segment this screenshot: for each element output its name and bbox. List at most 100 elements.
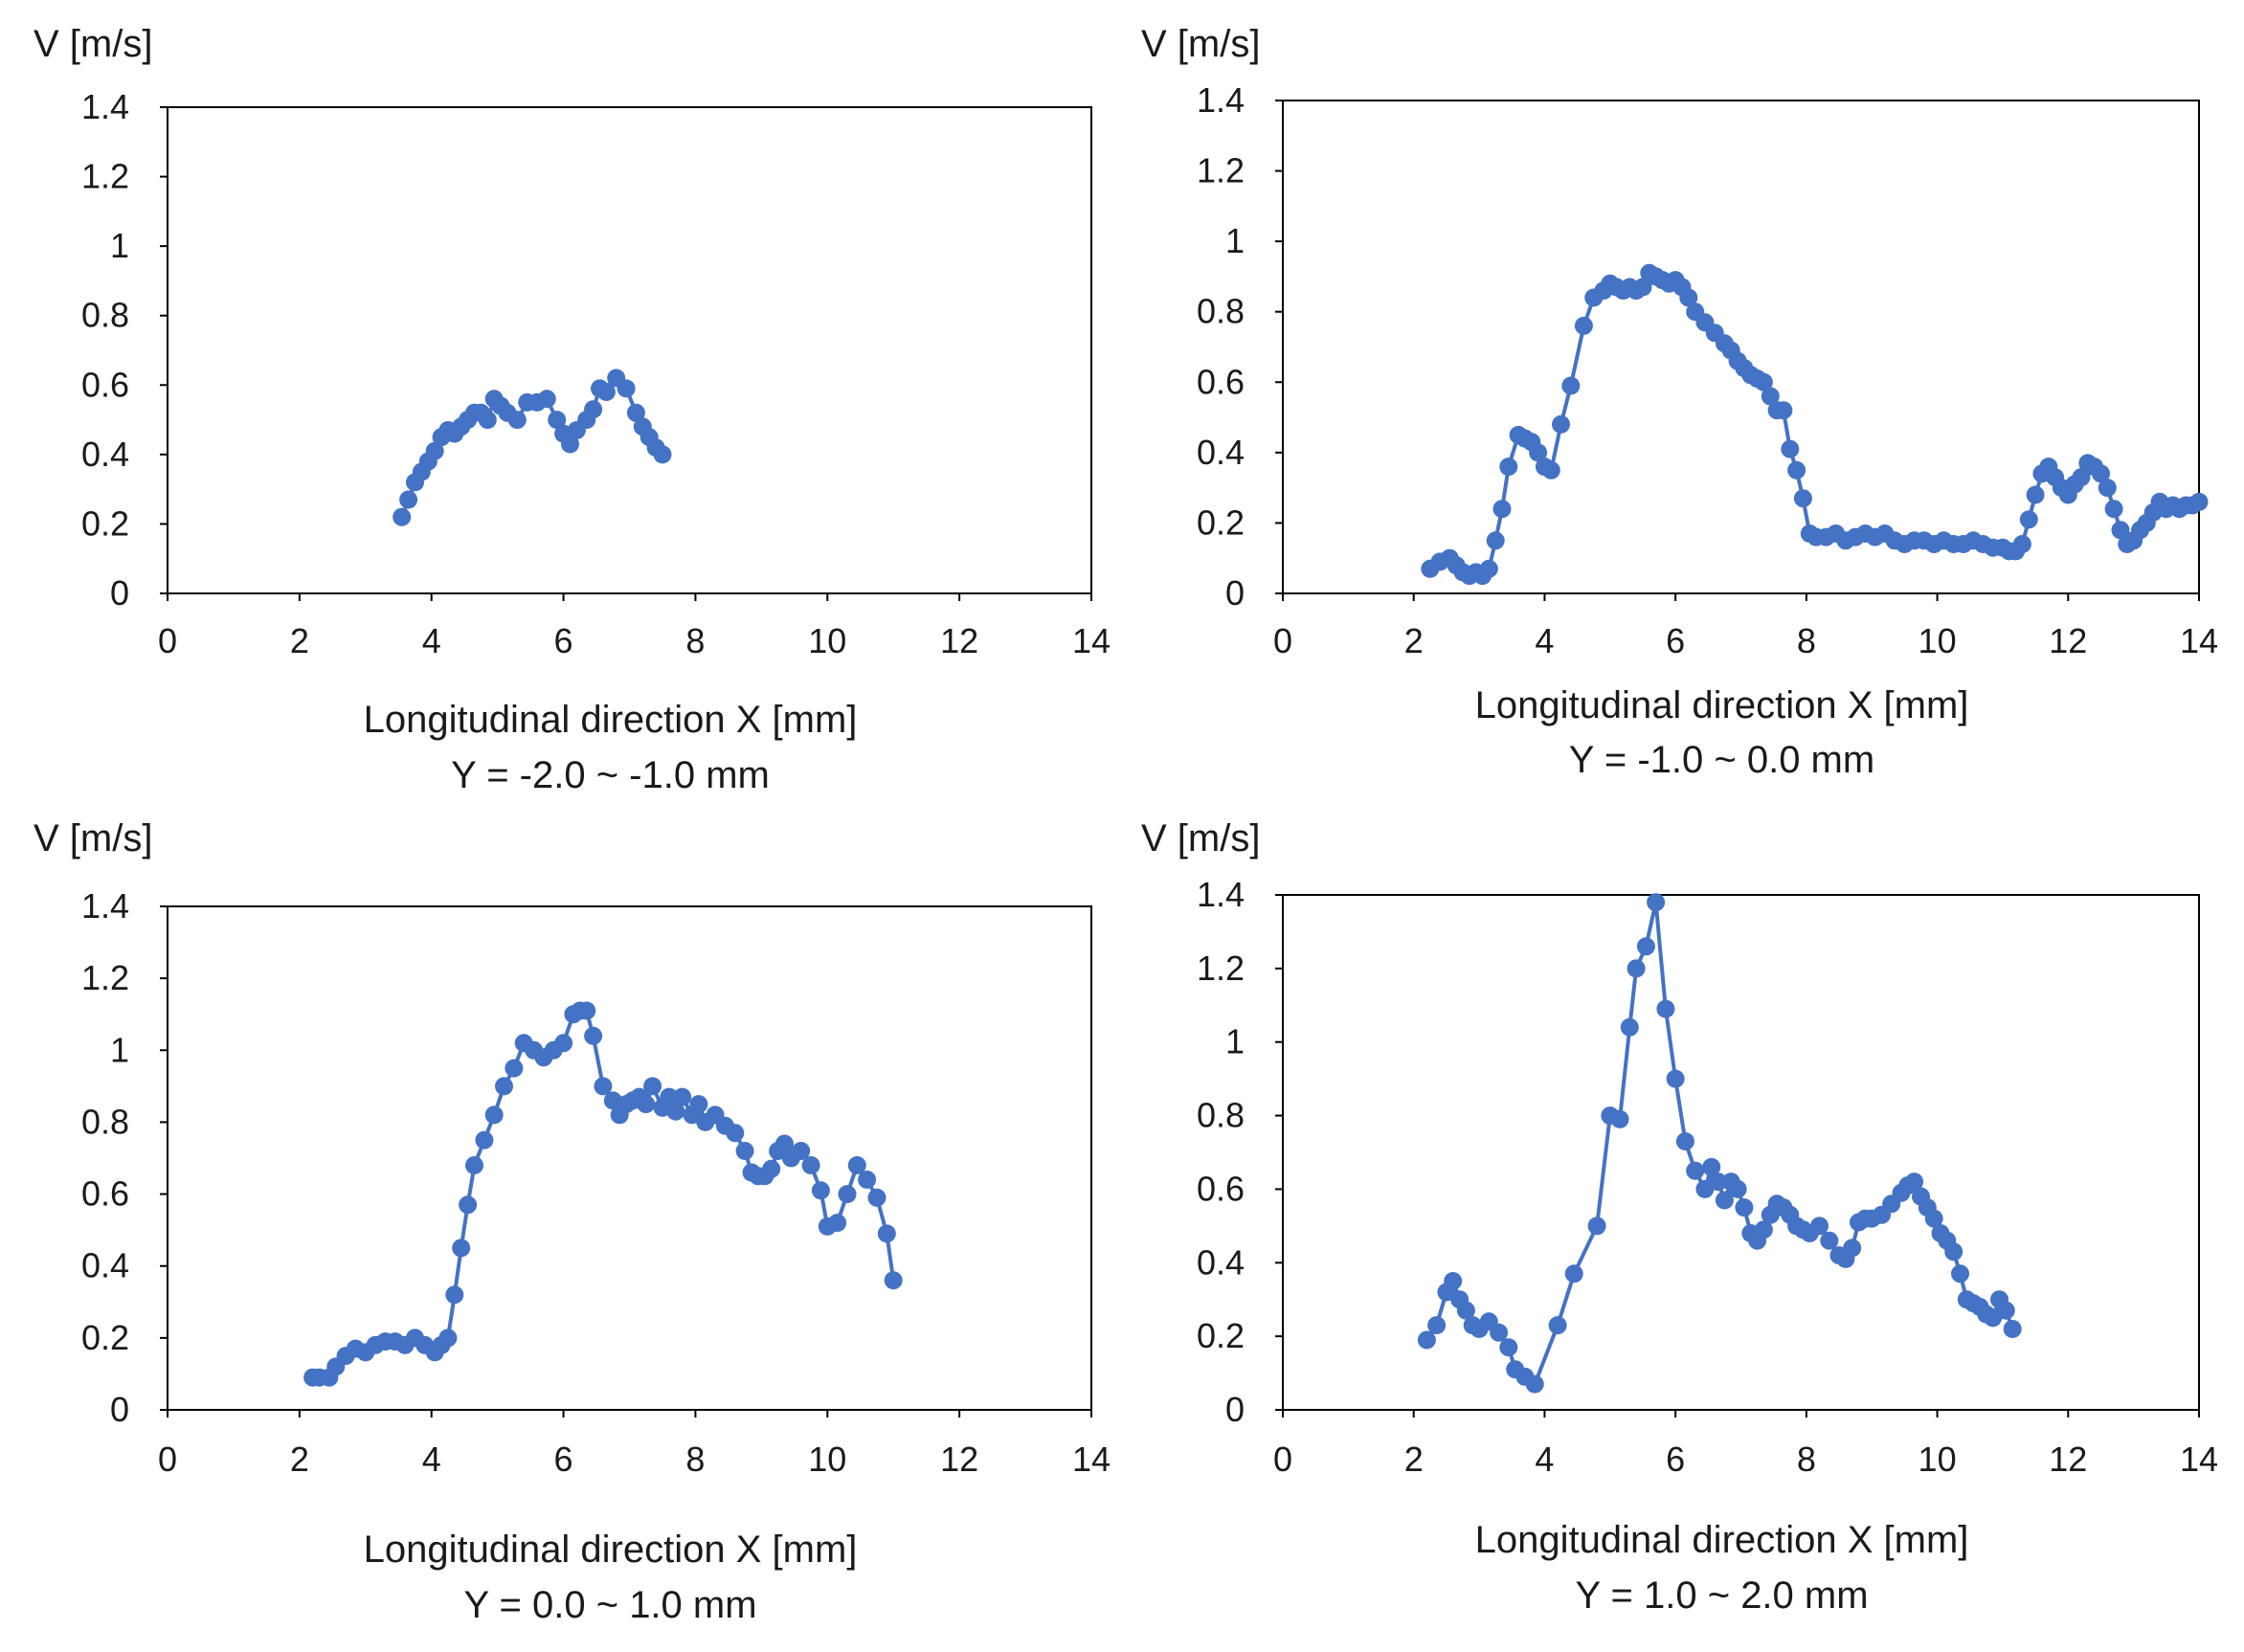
- data-point: [673, 1087, 692, 1106]
- chart-subtitle: Y = -1.0 ~ 0.0 mm: [1569, 739, 1874, 781]
- data-point: [1810, 1217, 1829, 1236]
- y-tick-label: 1: [110, 1030, 129, 1069]
- y-tick-label: 0.8: [1197, 292, 1245, 331]
- data-point: [1427, 1316, 1447, 1335]
- x-tick-label: 8: [1797, 1440, 1816, 1479]
- x-tick-label: 14: [2180, 1440, 2218, 1479]
- x-tick-label: 12: [940, 621, 978, 660]
- data-point: [2189, 492, 2209, 511]
- y-tick-label: 0: [1225, 1390, 1245, 1429]
- data-point: [666, 1102, 685, 1121]
- data-point: [459, 1195, 478, 1215]
- data-point: [438, 1328, 458, 1348]
- data-point: [475, 1130, 494, 1150]
- data-point: [1561, 376, 1581, 395]
- x-tick-label: 4: [422, 621, 441, 660]
- chart-panel-4: 0 0.2 0.4 0.6 0.8 1 1.2 1.4 0 2 4 6 8 10 12 14 V [m/s] Lo…: [1141, 817, 2218, 1617]
- plot-area: [1282, 100, 2200, 594]
- data-point: [2072, 468, 2091, 487]
- y-tick-label: 1.4: [1197, 80, 1245, 120]
- data-point: [2003, 1320, 2022, 1338]
- data-point: [1996, 1301, 2015, 1320]
- data-point: [1636, 937, 1655, 956]
- x-tick-label: 2: [290, 621, 309, 660]
- chart-panel-1: 0 0.2 0.4 0.6 0.8 1 1.2 1.4 0 2 4 6 8 10 12 14 V [m/s] Lo…: [34, 23, 1111, 796]
- data-point: [1675, 1132, 1694, 1150]
- data-point: [1417, 1330, 1436, 1350]
- x-tick-label: 4: [1535, 1440, 1554, 1479]
- data-point: [445, 1285, 464, 1305]
- x-axis-label: Longitudinal direction X [mm]: [364, 1529, 858, 1571]
- data-point: [1541, 460, 1560, 480]
- data-point: [884, 1271, 903, 1290]
- x-tick-label: 6: [554, 1440, 573, 1479]
- y-tick-label: 0.6: [1197, 1169, 1245, 1208]
- x-tick-label: 10: [1919, 1440, 1957, 1479]
- x-tick-label: 6: [554, 621, 573, 660]
- data-point: [1686, 1161, 1705, 1180]
- data-point: [726, 1124, 745, 1143]
- y-tick-label: 0.2: [81, 1318, 129, 1357]
- data-point: [1610, 1109, 1629, 1128]
- data-point: [2019, 510, 2038, 529]
- data-point: [507, 411, 527, 430]
- data-point: [1479, 559, 1498, 578]
- y-tick-label: 1: [1225, 221, 1245, 260]
- data-point: [1774, 401, 1793, 420]
- chart-subtitle: Y = -2.0 ~ -1.0 mm: [451, 754, 770, 796]
- data-point: [1564, 1264, 1583, 1284]
- x-tick-label: 2: [290, 1440, 309, 1479]
- data-point: [689, 1095, 708, 1114]
- x-tick-label: 8: [685, 1440, 705, 1479]
- plot-area: [1282, 894, 2200, 1411]
- data-point: [775, 1134, 794, 1153]
- data-point: [1793, 489, 1812, 508]
- x-tick-label: 14: [1072, 621, 1111, 660]
- data-point: [1715, 1191, 1734, 1210]
- data-point: [762, 1159, 781, 1178]
- y-tick-label: 0.6: [81, 365, 129, 404]
- x-tick-label: 6: [1666, 1440, 1685, 1479]
- data-point: [1787, 460, 1806, 480]
- y-tick-label: 1: [110, 226, 129, 265]
- x-tick-label: 4: [422, 1440, 441, 1479]
- y-tick-label: 1.2: [81, 958, 129, 997]
- y-tick-label: 1.4: [81, 87, 129, 126]
- data-point: [1905, 1172, 1924, 1192]
- y-tick-label: 1.2: [1197, 151, 1245, 190]
- y-tick-label: 0.4: [81, 1246, 129, 1285]
- data-point: [1944, 1242, 1964, 1261]
- x-tick-label: 10: [808, 1440, 846, 1479]
- data-point: [1456, 1301, 1475, 1320]
- data-point: [1444, 1272, 1463, 1290]
- chart-panel-3: 0 0.2 0.4 0.6 0.8 1 1.2 1.4 0 2 4 6 8 10 12 14 V [m/s] Lo…: [34, 817, 1111, 1626]
- data-point: [1666, 1069, 1685, 1088]
- data-point: [2026, 485, 2045, 504]
- x-tick-label: 10: [808, 621, 846, 660]
- x-tick-label: 8: [685, 621, 705, 660]
- data-point: [1924, 1209, 1943, 1228]
- y-tick-label: 0.2: [81, 503, 129, 543]
- y-tick-label: 0.2: [1197, 502, 1245, 542]
- data-point: [452, 1239, 471, 1258]
- data-point: [495, 1077, 513, 1096]
- data-point: [478, 411, 497, 430]
- x-axis-label: Longitudinal direction X [mm]: [1475, 1519, 1969, 1561]
- chart-subtitle: Y = 0.0 ~ 1.0 mm: [463, 1584, 756, 1626]
- data-point: [792, 1142, 811, 1160]
- data-point: [1754, 372, 1773, 391]
- data-point: [594, 1077, 613, 1096]
- data-point: [2104, 500, 2123, 519]
- data-point: [637, 1095, 656, 1114]
- y-tick-label: 0.4: [1197, 1242, 1245, 1282]
- data-point: [548, 411, 567, 430]
- plot-area: [167, 905, 1092, 1411]
- data-point: [847, 1156, 866, 1174]
- x-tick-label: 2: [1404, 621, 1424, 660]
- data-point: [1754, 1220, 1773, 1239]
- data-point: [858, 1171, 877, 1189]
- x-tick-label: 14: [1072, 1440, 1111, 1479]
- data-point: [867, 1188, 886, 1207]
- data-point: [838, 1185, 857, 1204]
